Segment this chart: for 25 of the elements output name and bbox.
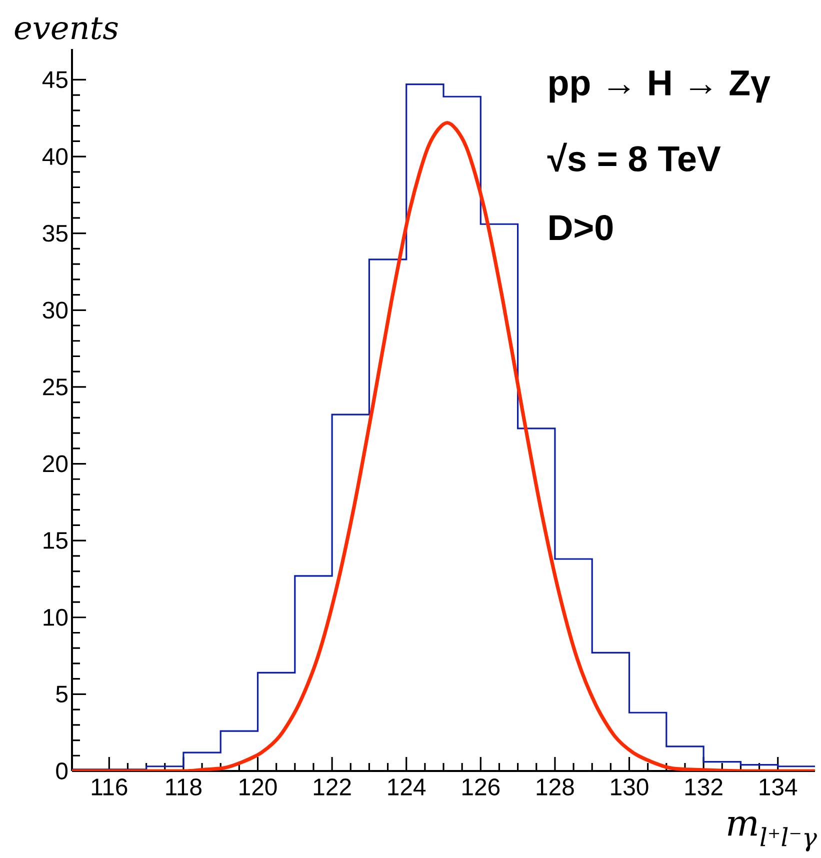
- annotation: D>0: [550, 214, 613, 240]
- y-tick-label: 0: [56, 762, 68, 780]
- y-tick-label: 15: [44, 532, 68, 549]
- x-tick-label: 134: [760, 778, 798, 796]
- y-tick-label: 35: [42, 224, 68, 242]
- x-tick-label: 124: [388, 778, 426, 796]
- x-tick-label: 122: [314, 778, 351, 796]
- y-tick-label: 40: [42, 148, 68, 165]
- x-tick-label: 116: [92, 778, 128, 796]
- x-tick-label: 120: [240, 778, 277, 796]
- x-tick-label: 128: [536, 778, 574, 796]
- y-tick-label: 45: [42, 71, 68, 88]
- y-tick-label: 20: [43, 455, 68, 472]
- y-tick-label: 30: [42, 302, 68, 319]
- y-tick-label: 5: [56, 686, 68, 703]
- x-tick-label: 126: [462, 778, 500, 796]
- y-tick-label: 10: [44, 608, 68, 626]
- y-axis-title: events: [14, 17, 118, 40]
- x-axis-title: m$_{l⁺l⁻γ}$: [728, 816, 818, 852]
- y-tick-label: 25: [43, 378, 68, 396]
- annotation: pp → H → Zγ: [550, 70, 770, 103]
- x-tick-label: 132: [686, 778, 722, 796]
- x-tick-label: 130: [611, 778, 648, 796]
- annotation: √s = 8 TeV: [547, 142, 721, 172]
- x-tick-label: 118: [166, 778, 202, 796]
